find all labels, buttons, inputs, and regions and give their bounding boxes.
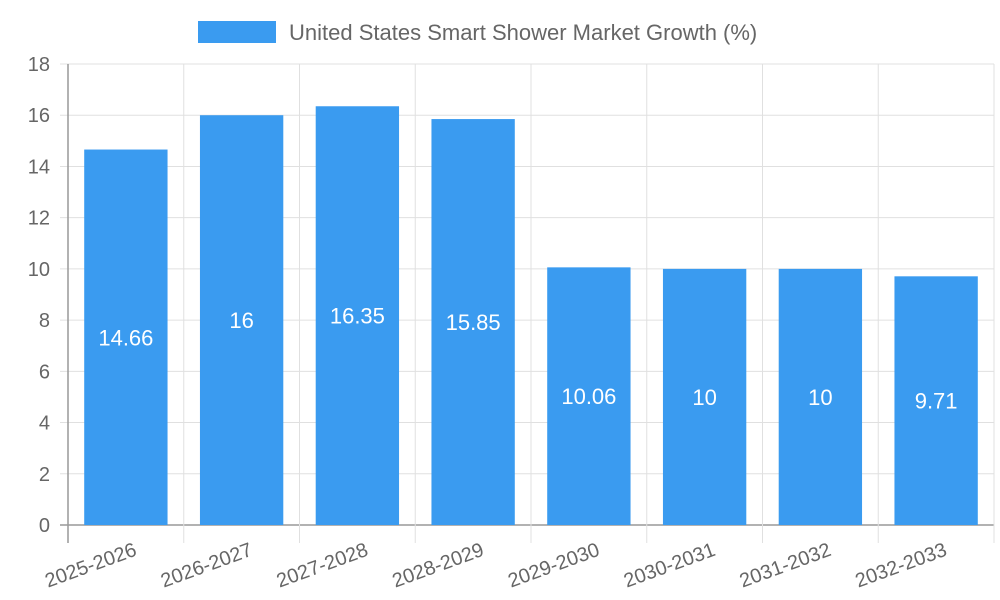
bar[interactable] — [547, 267, 631, 525]
legend[interactable]: United States Smart Shower Market Growth… — [198, 20, 757, 45]
legend-label[interactable]: United States Smart Shower Market Growth… — [289, 20, 757, 45]
bar[interactable] — [894, 276, 978, 525]
x-tick-label: 2026-2027 — [158, 539, 255, 592]
x-tick-label: 2032-2033 — [852, 539, 949, 592]
y-tick-label: 6 — [39, 361, 50, 383]
y-tick-label: 0 — [39, 515, 50, 537]
x-tick-label: 2030-2031 — [621, 539, 718, 592]
x-tick-label: 2031-2032 — [737, 539, 834, 592]
bar[interactable] — [662, 268, 747, 525]
x-axis: 2025-2026 2026-2027 2027-2028 2028-2029 2029… — [42, 539, 950, 592]
bar[interactable] — [84, 149, 168, 525]
bars: 14.66 16 16.35 15.85 10.06 10 10 9.71 — [84, 106, 978, 525]
y-tick-label: 12 — [28, 208, 50, 230]
x-tick-label: 2025-2026 — [42, 539, 139, 592]
bar-data-label: 15.85 — [446, 310, 501, 335]
bar[interactable] — [431, 119, 515, 525]
bar-data-label: 10 — [808, 385, 832, 410]
bar-data-label: 16 — [229, 308, 253, 333]
y-tick-label: 2 — [39, 464, 50, 486]
x-tick-label: 2029-2030 — [505, 539, 602, 592]
bar-data-label: 10 — [692, 385, 716, 410]
y-tick-label: 18 — [28, 54, 50, 76]
x-tick-label: 2027-2028 — [274, 539, 371, 592]
y-tick-label: 16 — [28, 105, 50, 127]
bar-data-label: 10.06 — [561, 384, 616, 409]
y-axis: 0 2 4 6 8 10 12 14 16 18 — [28, 54, 50, 537]
bar[interactable] — [778, 268, 863, 525]
y-tick-label: 4 — [39, 413, 50, 435]
y-tick-label: 10 — [28, 259, 50, 281]
y-tick-label: 8 — [39, 310, 50, 332]
bar[interactable] — [315, 106, 400, 525]
bar-data-label: 16.35 — [330, 304, 385, 329]
y-tick-label: 14 — [28, 156, 50, 178]
bar[interactable] — [199, 115, 284, 525]
bar-data-label: 14.66 — [98, 325, 153, 350]
bar-data-label: 9.71 — [915, 389, 958, 414]
legend-swatch[interactable] — [198, 21, 276, 43]
x-tick-label: 2028-2029 — [389, 539, 486, 592]
